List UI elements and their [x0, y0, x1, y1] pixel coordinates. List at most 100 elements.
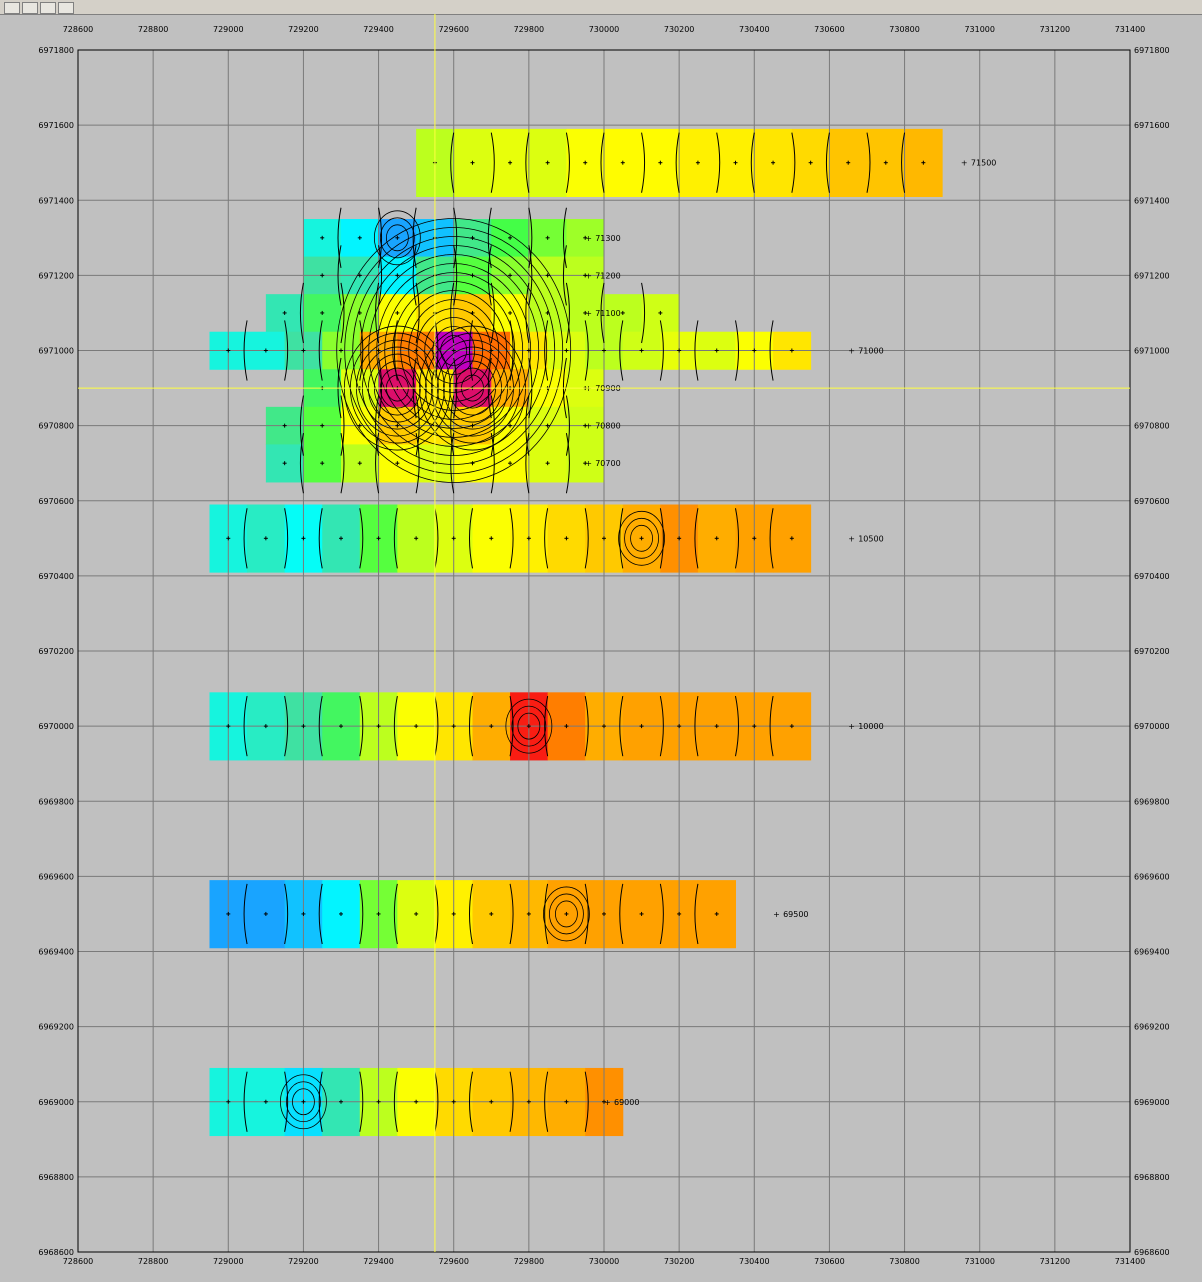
contour-loop: [379, 217, 415, 259]
contour-line: [243, 508, 248, 569]
y-tick-right: 6969200: [1134, 1023, 1170, 1032]
contour-line: [659, 320, 664, 381]
contour-loop: [360, 245, 548, 456]
contour-loop: [432, 326, 476, 375]
contour-line: [584, 508, 589, 569]
x-tick-top: 730200: [664, 25, 695, 34]
y-tick-right: 6970400: [1134, 572, 1170, 581]
y-tick-right: 6970200: [1134, 647, 1170, 656]
y-tick-right: 6969800: [1134, 797, 1170, 806]
contour-line: [565, 282, 570, 344]
toolbar-button-1[interactable]: [4, 2, 20, 14]
contour-line: [619, 883, 624, 945]
contour-loop: [384, 272, 524, 429]
profile-label: 10000: [858, 722, 883, 731]
contour-line: [600, 282, 605, 344]
contour-line: [469, 883, 473, 945]
contour-line: [716, 132, 721, 193]
contour-line: [791, 132, 796, 193]
contour-line: [469, 508, 473, 569]
x-tick-top: 731000: [964, 25, 995, 34]
y-tick-left: 6968600: [38, 1248, 74, 1257]
contour-line: [825, 132, 830, 193]
profile-label: 71000: [858, 347, 883, 356]
contour-line: [434, 1071, 439, 1132]
contour-line: [469, 320, 473, 381]
contour-line: [318, 883, 323, 945]
contour-line: [490, 132, 495, 193]
contour-line: [412, 207, 417, 268]
contour-line: [659, 883, 664, 945]
y-tick-left: 6969600: [38, 872, 74, 881]
contour-line: [562, 245, 567, 306]
contour-loop: [336, 218, 572, 483]
contour-line: [901, 132, 906, 193]
y-tick-right: 6970800: [1134, 422, 1170, 431]
contour-line: [735, 695, 739, 757]
x-tick-top: 729400: [363, 25, 394, 34]
y-tick-right: 6971200: [1134, 271, 1170, 280]
contour-line: [412, 245, 417, 306]
x-tick-top: 731400: [1115, 25, 1146, 34]
contour-loop: [408, 299, 500, 402]
x-tick-bottom: 729000: [213, 1257, 244, 1266]
contour-line: [509, 883, 514, 945]
contour-line: [450, 132, 455, 193]
toolbar-button-2[interactable]: [22, 2, 38, 14]
contour-line: [584, 1071, 589, 1132]
y-tick-left: 6968800: [38, 1173, 74, 1182]
contour-line: [450, 395, 455, 456]
contour-line: [544, 695, 549, 757]
contour-line: [641, 282, 646, 344]
x-tick-top: 730400: [739, 25, 770, 34]
y-tick-right: 6970000: [1134, 722, 1170, 731]
y-tick-left: 6969000: [38, 1098, 74, 1107]
contour-line: [434, 883, 439, 945]
contour-loop: [385, 224, 409, 252]
contour-loop: [373, 210, 421, 266]
contour-line: [584, 883, 589, 945]
contour-line: [337, 207, 342, 268]
profile-label-marker: +: [848, 347, 855, 356]
profile-label: 69000: [614, 1098, 639, 1107]
y-tick-right: 6969600: [1134, 872, 1170, 881]
contour-line: [584, 695, 589, 757]
contour-line: [525, 433, 530, 494]
contour-line: [359, 1071, 364, 1132]
contour-line: [619, 508, 624, 569]
contour-line: [393, 695, 398, 757]
toolbar-button-4[interactable]: [58, 2, 74, 14]
profile-label-marker: +: [585, 422, 592, 431]
contour-loop: [630, 524, 653, 552]
profile-label-marker: +: [585, 234, 592, 243]
y-tick-left: 6971000: [38, 347, 74, 356]
contour-line: [769, 508, 774, 569]
contour-line: [359, 508, 364, 569]
contour-loop: [543, 886, 590, 942]
toolbar-button-3[interactable]: [40, 2, 56, 14]
contour-line: [866, 132, 871, 193]
y-tick-left: 6971200: [38, 271, 74, 280]
contour-loop: [549, 893, 584, 935]
y-tick-left: 6971600: [38, 121, 74, 130]
x-tick-bottom: 731000: [964, 1257, 995, 1266]
profile-label-marker: +: [848, 722, 855, 731]
profile-label-marker: +: [773, 910, 780, 919]
profile-label: 69500: [783, 910, 808, 919]
contour-line: [284, 508, 289, 569]
contour-loop: [517, 712, 541, 740]
contour-line: [565, 433, 570, 494]
contour-line: [619, 320, 624, 381]
profile-label-marker: +: [585, 271, 592, 280]
x-tick-top: 729200: [288, 25, 319, 34]
profile-label: 71200: [595, 271, 620, 280]
y-tick-right: 6968600: [1134, 1248, 1170, 1257]
contour-line: [509, 508, 514, 569]
x-tick-bottom: 730000: [589, 1257, 620, 1266]
y-tick-left: 6971800: [38, 46, 74, 55]
x-tick-top: 729600: [438, 25, 469, 34]
contour-line: [415, 395, 420, 456]
contour-line: [284, 883, 289, 945]
x-tick-bottom: 729400: [363, 1257, 394, 1266]
